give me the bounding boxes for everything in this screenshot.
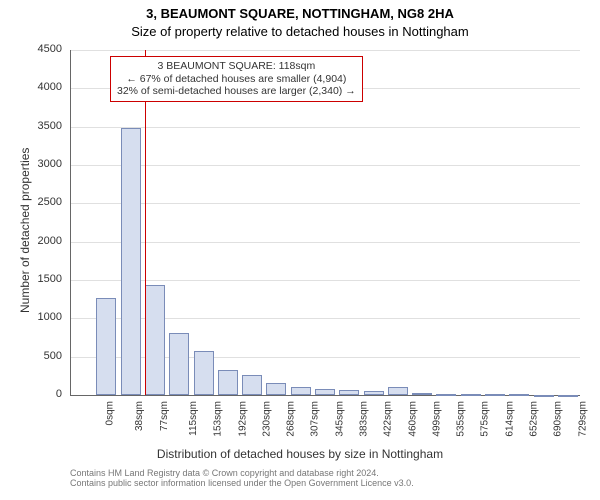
x-tick-label: 575sqm bbox=[480, 401, 491, 437]
histogram-bar bbox=[412, 393, 432, 395]
footer-line1: Contains HM Land Registry data © Crown c… bbox=[70, 468, 600, 478]
y-tick-label: 3500 bbox=[0, 120, 62, 132]
info-smaller-pct: ← 67% of detached houses are smaller (4,… bbox=[117, 73, 356, 86]
histogram-bar bbox=[291, 387, 311, 395]
histogram-bar bbox=[315, 389, 335, 395]
x-tick-label: 38sqm bbox=[134, 401, 145, 431]
x-tick-label: 268sqm bbox=[286, 401, 297, 437]
x-tick-label: 729sqm bbox=[577, 401, 588, 437]
x-tick-label: 690sqm bbox=[553, 401, 564, 437]
histogram-bar bbox=[364, 391, 384, 395]
x-tick-label: 230sqm bbox=[261, 401, 272, 437]
histogram-bar bbox=[388, 387, 408, 395]
y-axis-label: Number of detached properties bbox=[18, 147, 32, 312]
chart-container: { "title_line1": "3, BEAUMONT SQUARE, NO… bbox=[0, 0, 600, 500]
y-tick-label: 1000 bbox=[0, 311, 62, 323]
grid-line bbox=[70, 242, 580, 243]
histogram-bar bbox=[485, 394, 505, 396]
chart-subtitle: Size of property relative to detached ho… bbox=[0, 24, 600, 39]
x-tick-label: 383sqm bbox=[359, 401, 370, 437]
x-tick-label: 192sqm bbox=[237, 401, 248, 437]
histogram-bar bbox=[96, 298, 116, 395]
histogram-bar bbox=[121, 128, 141, 395]
x-tick-label: 499sqm bbox=[431, 401, 442, 437]
histogram-bar bbox=[339, 390, 359, 395]
grid-line bbox=[70, 127, 580, 128]
histogram-bar bbox=[558, 395, 578, 397]
histogram-bar bbox=[509, 394, 529, 396]
x-tick-label: 77sqm bbox=[159, 401, 170, 431]
info-property-size: 3 BEAUMONT SQUARE: 118sqm bbox=[117, 60, 356, 73]
histogram-bar bbox=[169, 333, 189, 395]
x-tick-label: 422sqm bbox=[383, 401, 394, 437]
y-tick-label: 500 bbox=[0, 350, 62, 362]
grid-line bbox=[70, 203, 580, 204]
grid-line bbox=[70, 165, 580, 166]
x-tick-label: 460sqm bbox=[407, 401, 418, 437]
y-tick-label: 4500 bbox=[0, 43, 62, 55]
x-tick-label: 307sqm bbox=[310, 401, 321, 437]
footer-credits: Contains HM Land Registry data © Crown c… bbox=[70, 468, 600, 488]
histogram-bar bbox=[436, 394, 456, 396]
footer-line2: Contains public sector information licen… bbox=[70, 478, 600, 488]
grid-line bbox=[70, 280, 580, 281]
x-tick-label: 345sqm bbox=[334, 401, 345, 437]
info-box: 3 BEAUMONT SQUARE: 118sqm ← 67% of detac… bbox=[110, 56, 363, 102]
chart-title-address: 3, BEAUMONT SQUARE, NOTTINGHAM, NG8 2HA bbox=[0, 6, 600, 21]
x-tick-label: 614sqm bbox=[504, 401, 515, 437]
histogram-bar bbox=[534, 395, 554, 397]
x-tick-label: 652sqm bbox=[529, 401, 540, 437]
histogram-bar bbox=[218, 370, 238, 395]
histogram-bar bbox=[194, 351, 214, 395]
histogram-bar bbox=[145, 285, 165, 395]
x-tick-label: 115sqm bbox=[188, 401, 199, 436]
grid-line bbox=[70, 50, 580, 51]
histogram-bar bbox=[461, 394, 481, 396]
histogram-bar bbox=[266, 383, 286, 395]
y-tick-label: 0 bbox=[0, 388, 62, 400]
histogram-bar bbox=[242, 375, 262, 395]
y-tick-label: 4000 bbox=[0, 81, 62, 93]
x-axis-label: Distribution of detached houses by size … bbox=[0, 447, 600, 461]
info-larger-pct: 32% of semi-detached houses are larger (… bbox=[117, 85, 356, 98]
x-tick-label: 535sqm bbox=[456, 401, 467, 437]
x-tick-label: 0sqm bbox=[105, 401, 116, 425]
y-axis-line bbox=[70, 50, 71, 395]
x-tick-label: 153sqm bbox=[213, 401, 224, 437]
